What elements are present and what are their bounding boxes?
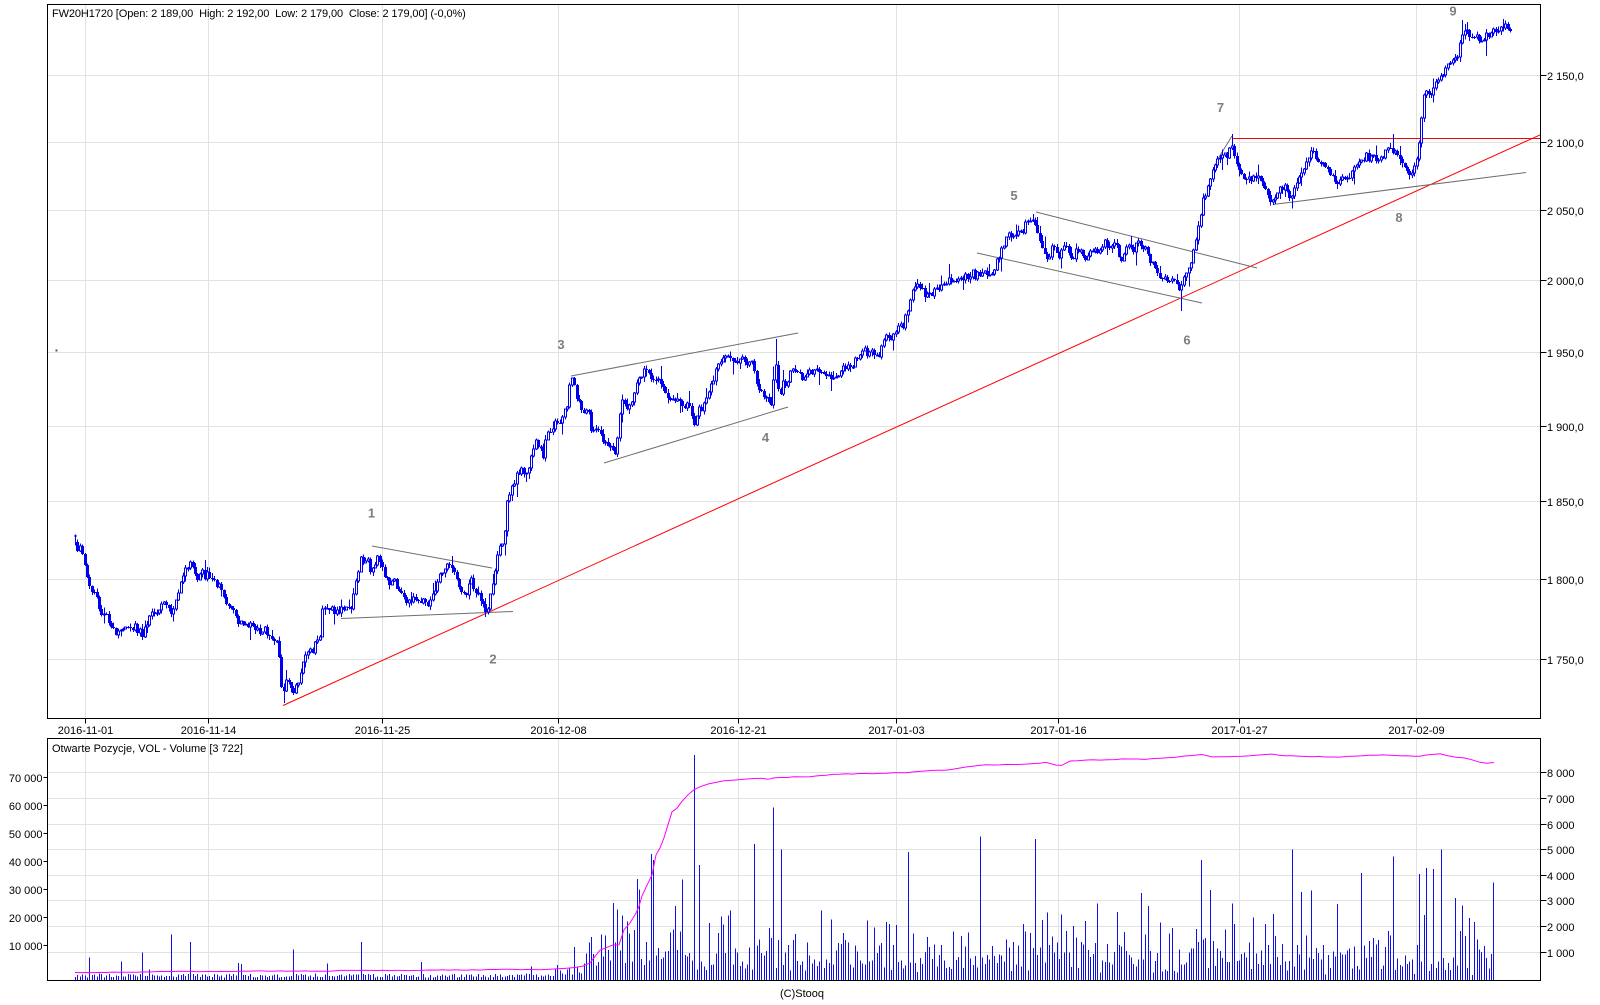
svg-text:5: 5 <box>1010 188 1017 203</box>
svg-text:FW20H1720 [Open: 2 189,00 Hig: FW20H1720 [Open: 2 189,00 High: 2 192,00… <box>52 8 466 20</box>
svg-text:1 800,0: 1 800,0 <box>1547 575 1584 587</box>
svg-text:2016-12-21: 2016-12-21 <box>710 725 766 737</box>
svg-text:10 000: 10 000 <box>9 941 43 953</box>
svg-text:2 150,0: 2 150,0 <box>1547 71 1584 83</box>
svg-text:40 000: 40 000 <box>9 857 43 869</box>
svg-text:2 100,0: 2 100,0 <box>1547 138 1584 150</box>
svg-text:2017-01-27: 2017-01-27 <box>1211 725 1267 737</box>
svg-text:2 000,0: 2 000,0 <box>1547 276 1584 288</box>
svg-text:2 000: 2 000 <box>1547 922 1575 934</box>
svg-text:1 000: 1 000 <box>1547 948 1575 960</box>
svg-text:50 000: 50 000 <box>9 829 43 841</box>
svg-text:3 000: 3 000 <box>1547 896 1575 908</box>
svg-text:4: 4 <box>762 430 770 445</box>
svg-text:6: 6 <box>1183 333 1190 348</box>
svg-text:Otwarte Pozycje, VOL - Volume: Otwarte Pozycje, VOL - Volume [3 722] <box>52 743 243 755</box>
svg-text:2: 2 <box>489 652 496 667</box>
svg-text:30 000: 30 000 <box>9 885 43 897</box>
svg-text:2017-02-09: 2017-02-09 <box>1388 725 1444 737</box>
svg-text:(C)Stooq: (C)Stooq <box>780 988 824 1000</box>
svg-text:2016-12-08: 2016-12-08 <box>530 725 586 737</box>
svg-text:2016-11-25: 2016-11-25 <box>355 725 410 737</box>
svg-text:6 000: 6 000 <box>1547 820 1575 832</box>
svg-text:8: 8 <box>1395 210 1402 225</box>
svg-text:2 050,0: 2 050,0 <box>1547 206 1584 218</box>
svg-text:1 950,0: 1 950,0 <box>1547 348 1584 360</box>
svg-text:2016-11-01: 2016-11-01 <box>58 725 113 737</box>
svg-text:70 000: 70 000 <box>9 773 43 785</box>
svg-text:1 900,0: 1 900,0 <box>1547 422 1584 434</box>
svg-text:5 000: 5 000 <box>1547 845 1575 857</box>
svg-text:9: 9 <box>1449 4 1456 19</box>
svg-text:7 000: 7 000 <box>1547 794 1575 806</box>
svg-text:1 850,0: 1 850,0 <box>1547 497 1584 509</box>
svg-text:20 000: 20 000 <box>9 913 43 925</box>
svg-text:1 750,0: 1 750,0 <box>1547 655 1584 667</box>
svg-text:7: 7 <box>1217 100 1224 115</box>
svg-text:2017-01-03: 2017-01-03 <box>868 725 924 737</box>
svg-text:3: 3 <box>557 337 564 352</box>
svg-text:4 000: 4 000 <box>1547 871 1575 883</box>
svg-text:8 000: 8 000 <box>1547 768 1575 780</box>
svg-text:2017-01-16: 2017-01-16 <box>1030 725 1086 737</box>
svg-text:1: 1 <box>368 506 375 521</box>
svg-text:2016-11-14: 2016-11-14 <box>181 725 236 737</box>
svg-text:60 000: 60 000 <box>9 801 43 813</box>
